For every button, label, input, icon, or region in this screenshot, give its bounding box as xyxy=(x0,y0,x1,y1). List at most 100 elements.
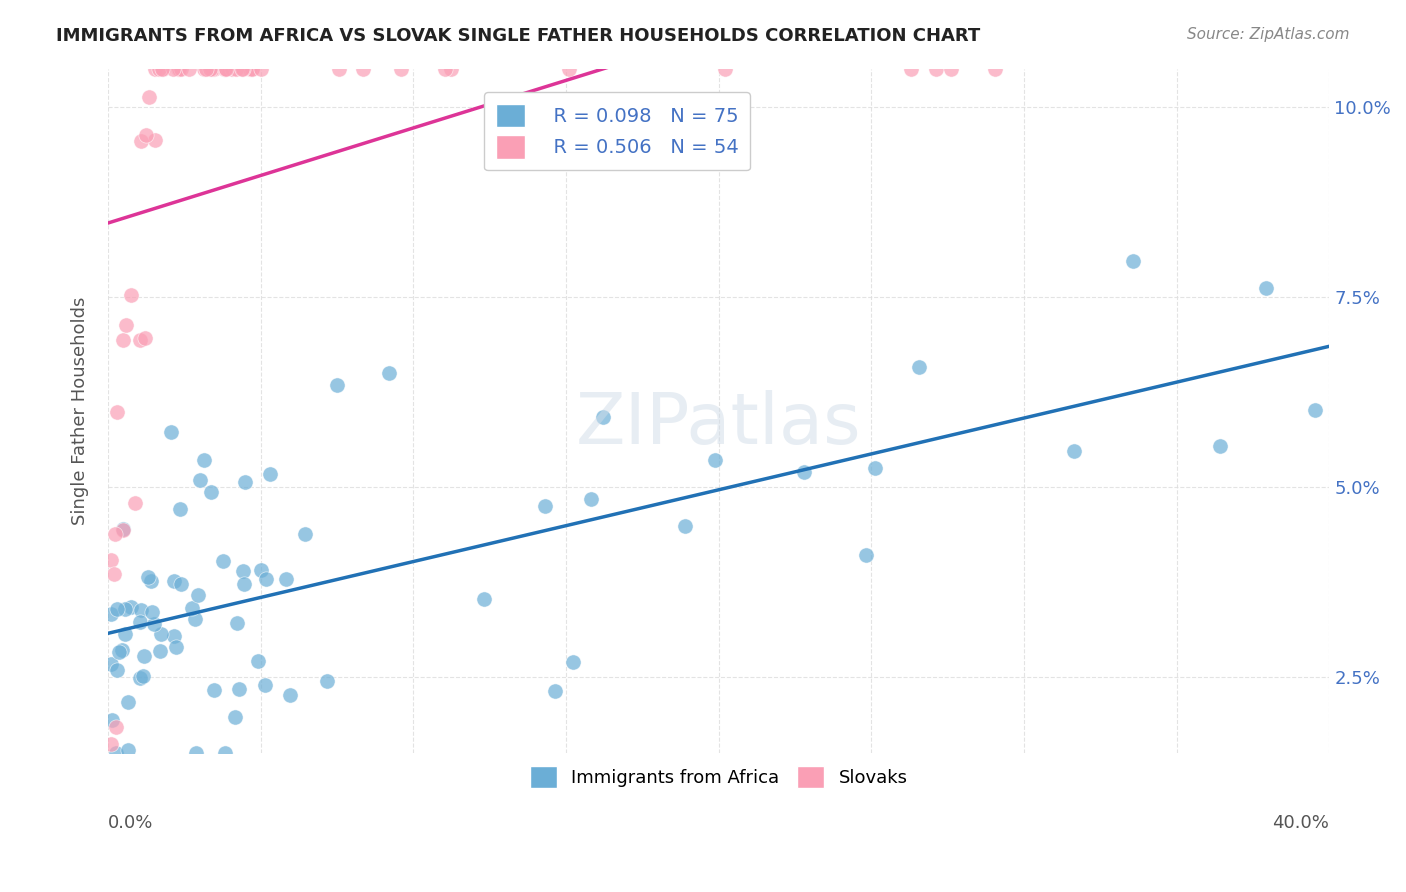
Point xyxy=(162,62,184,76)
Point xyxy=(1256,281,1278,295)
Point xyxy=(139,574,162,588)
Point xyxy=(184,747,207,761)
Point xyxy=(117,695,139,709)
Point xyxy=(201,62,224,76)
Point xyxy=(249,62,271,76)
Point xyxy=(111,522,134,536)
Point xyxy=(294,527,316,541)
Point xyxy=(433,62,456,76)
Point xyxy=(169,501,191,516)
Point xyxy=(233,577,256,591)
Point xyxy=(103,567,125,582)
Point xyxy=(128,671,150,685)
Point xyxy=(225,62,247,76)
Text: 40.0%: 40.0% xyxy=(1272,814,1330,832)
Point xyxy=(114,626,136,640)
Point xyxy=(704,452,727,467)
Point xyxy=(150,62,173,76)
Point xyxy=(246,654,269,668)
Point xyxy=(240,62,263,76)
Point xyxy=(579,492,602,507)
Point xyxy=(254,572,277,586)
Point xyxy=(188,473,211,487)
Point xyxy=(925,62,948,76)
Point xyxy=(198,62,221,76)
Point xyxy=(142,617,165,632)
Point xyxy=(120,600,142,615)
Point xyxy=(200,484,222,499)
Point xyxy=(233,475,256,489)
Point xyxy=(128,334,150,348)
Point xyxy=(224,709,246,723)
Point xyxy=(160,425,183,439)
Point xyxy=(714,62,737,76)
Point xyxy=(138,89,160,103)
Point xyxy=(202,682,225,697)
Point xyxy=(907,359,929,374)
Point xyxy=(120,288,142,302)
Point xyxy=(129,134,152,148)
Point xyxy=(193,62,215,76)
Y-axis label: Single Father Households: Single Father Households xyxy=(72,297,89,525)
Point xyxy=(114,318,136,333)
Point xyxy=(129,603,152,617)
Point xyxy=(184,612,207,626)
Point xyxy=(169,576,191,591)
Point xyxy=(212,62,235,76)
Point xyxy=(214,62,236,76)
Point xyxy=(232,564,254,578)
Point xyxy=(316,674,339,689)
Point xyxy=(1305,403,1327,417)
Point xyxy=(562,655,585,669)
Point xyxy=(136,570,159,584)
Point xyxy=(900,62,922,76)
Point xyxy=(439,62,461,76)
Point xyxy=(250,563,273,577)
Point xyxy=(228,681,250,696)
Point xyxy=(114,601,136,615)
Point xyxy=(253,678,276,692)
Point xyxy=(1122,254,1144,268)
Text: ZIPatlas: ZIPatlas xyxy=(576,390,862,459)
Point xyxy=(1063,444,1085,458)
Point xyxy=(100,607,122,621)
Point xyxy=(165,640,187,654)
Point xyxy=(211,554,233,568)
Point xyxy=(135,128,157,142)
Point xyxy=(544,684,567,698)
Point xyxy=(134,331,156,345)
Point xyxy=(181,601,204,615)
Point xyxy=(278,688,301,702)
Point xyxy=(793,465,815,479)
Point xyxy=(148,62,170,76)
Text: 0.0%: 0.0% xyxy=(108,814,153,832)
Point xyxy=(100,553,122,567)
Point xyxy=(124,496,146,510)
Point xyxy=(100,737,122,751)
Point xyxy=(855,549,877,563)
Point xyxy=(108,645,131,659)
Point xyxy=(389,62,412,76)
Point xyxy=(328,62,350,76)
Point xyxy=(214,62,236,76)
Point xyxy=(187,588,209,602)
Point xyxy=(202,62,225,76)
Point xyxy=(149,644,172,658)
Point xyxy=(179,62,201,76)
Point xyxy=(673,518,696,533)
Point xyxy=(143,133,166,147)
Legend: Immigrants from Africa, Slovaks: Immigrants from Africa, Slovaks xyxy=(519,756,918,799)
Point xyxy=(863,460,886,475)
Point xyxy=(104,526,127,541)
Point xyxy=(326,378,349,392)
Point xyxy=(214,62,236,76)
Point xyxy=(170,62,193,76)
Point xyxy=(111,334,134,348)
Point xyxy=(378,366,401,380)
Point xyxy=(166,62,188,76)
Point xyxy=(225,616,247,631)
Point xyxy=(167,62,190,76)
Text: IMMIGRANTS FROM AFRICA VS SLOVAK SINGLE FATHER HOUSEHOLDS CORRELATION CHART: IMMIGRANTS FROM AFRICA VS SLOVAK SINGLE … xyxy=(56,27,980,45)
Point xyxy=(984,62,1007,76)
Point xyxy=(107,405,129,419)
